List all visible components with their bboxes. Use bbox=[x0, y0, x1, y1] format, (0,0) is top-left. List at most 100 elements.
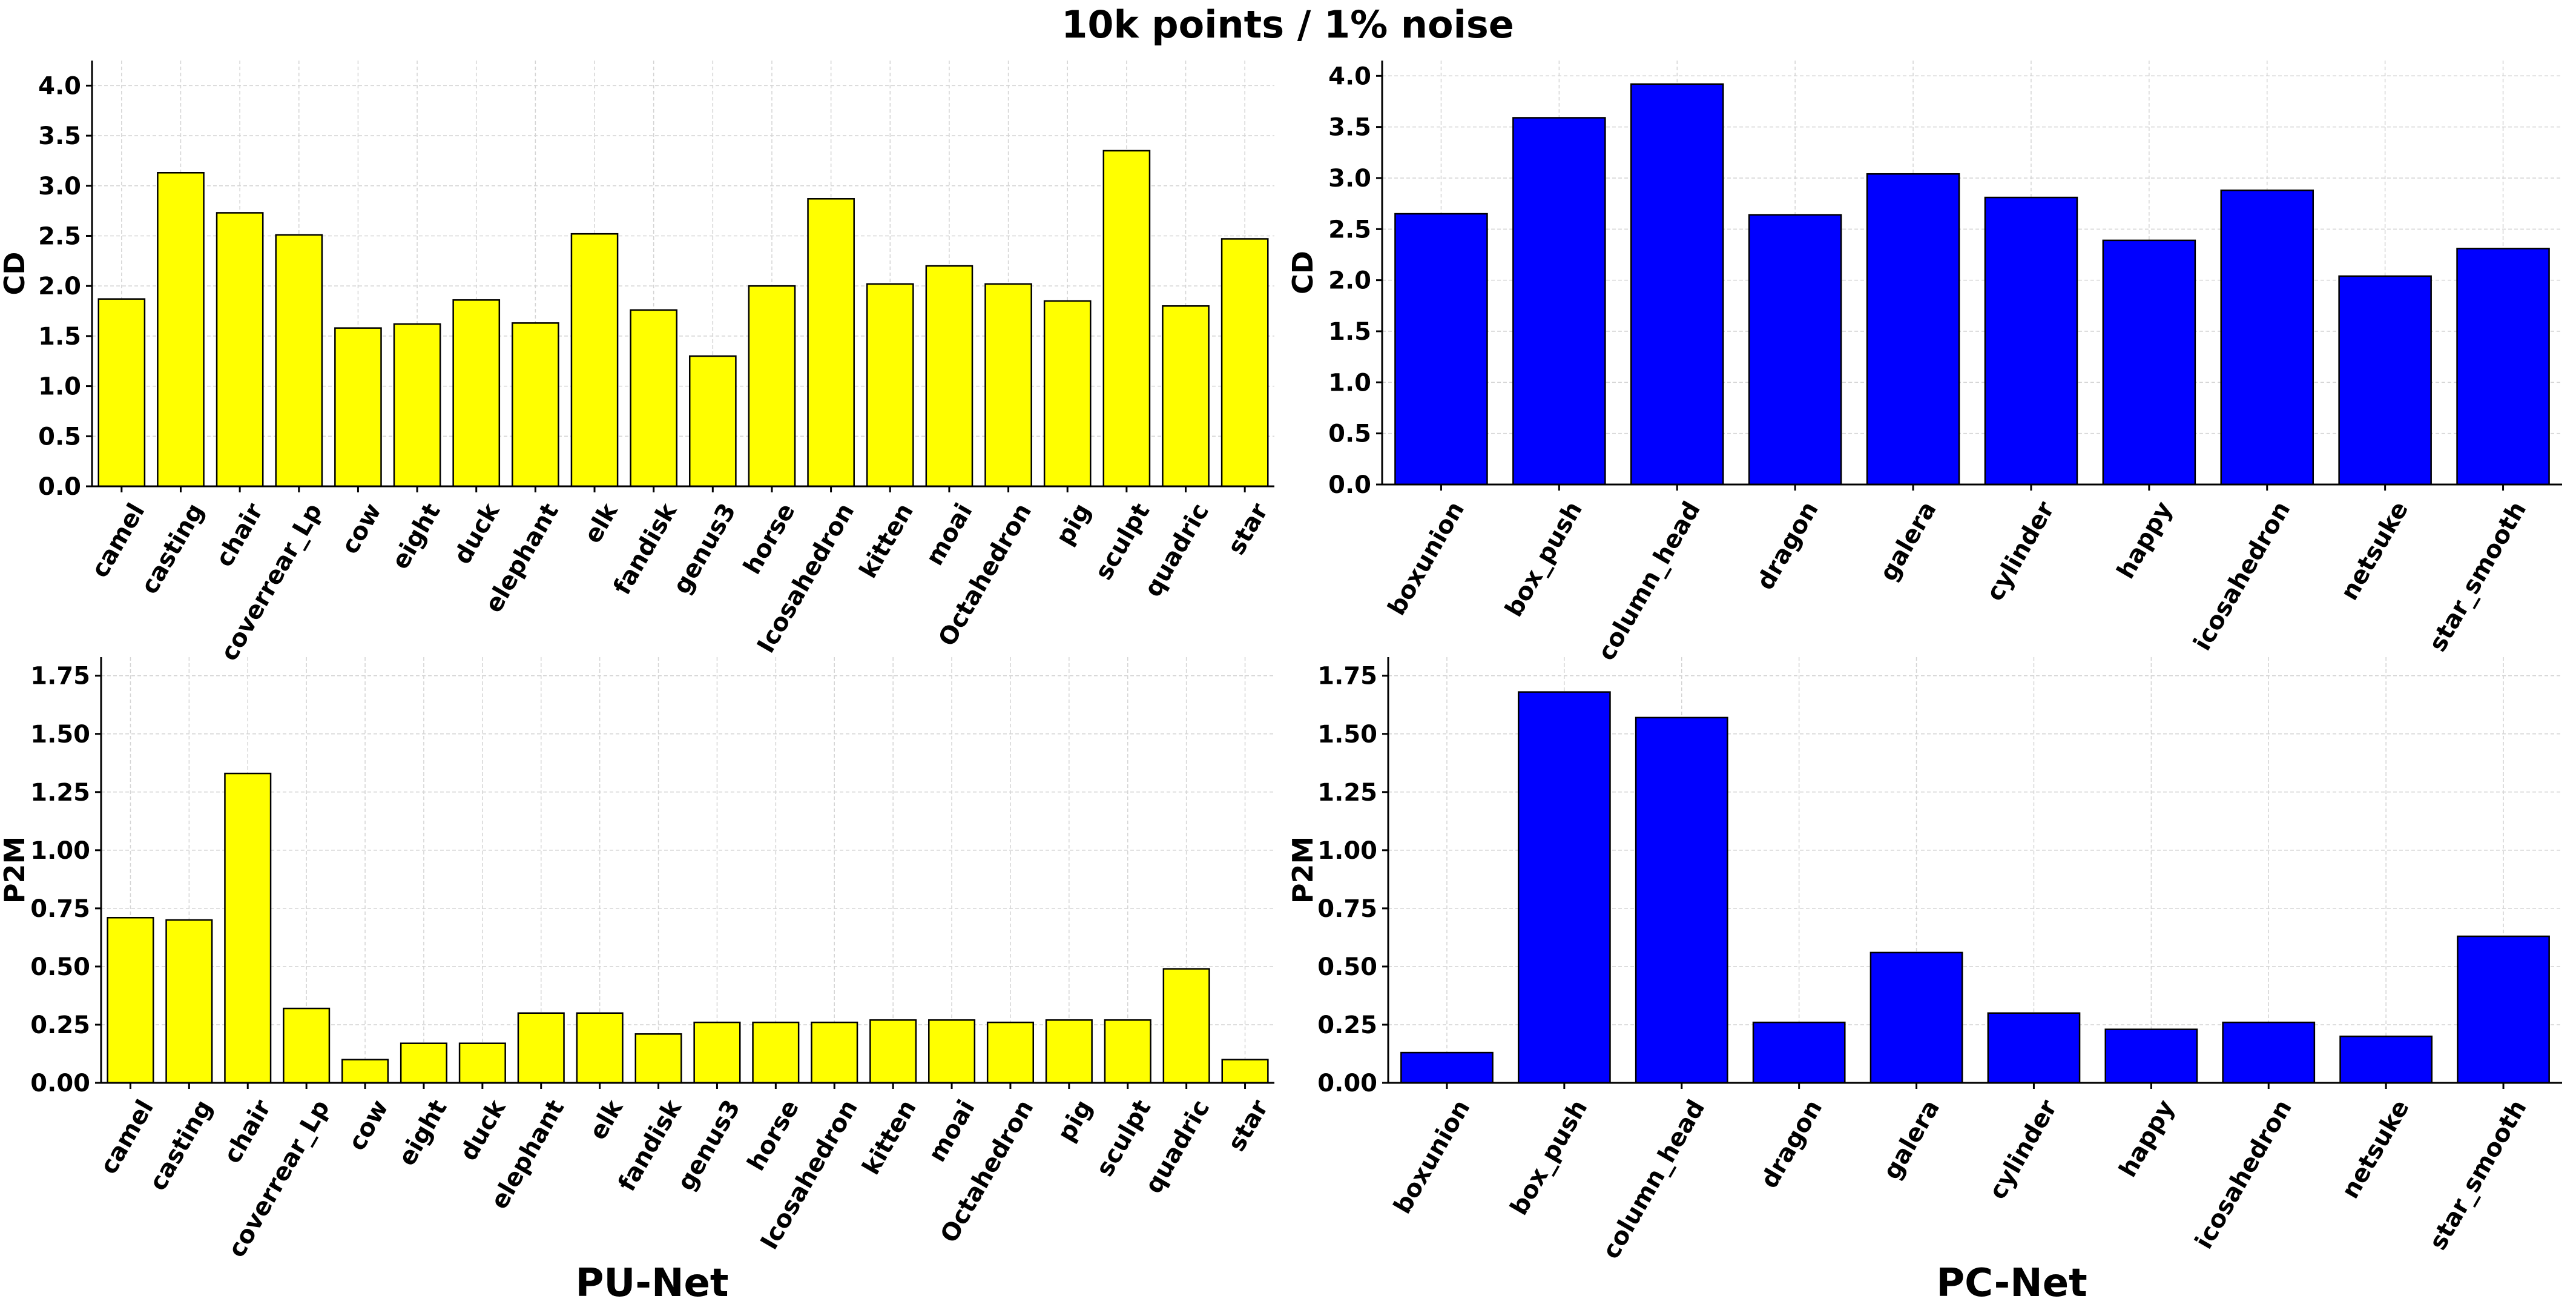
bar-moai bbox=[928, 1019, 976, 1084]
y-axis-label: CD bbox=[0, 252, 31, 296]
x-tick-label: column_head bbox=[1597, 1095, 1710, 1263]
bar-duck bbox=[458, 1042, 506, 1084]
y-tick-label: 2.5 bbox=[1328, 216, 1371, 243]
y-tick-label: 0.00 bbox=[30, 1070, 90, 1097]
panel-pc-p2m: 0.00 0.25 0.50 0.75 1.00 1.25 1.50 1.75 boxunion… bbox=[1286, 657, 2562, 1264]
y-tick-label: 0.50 bbox=[1317, 953, 1377, 981]
bar-cylinder bbox=[1987, 1012, 2081, 1084]
y-tick-label: 0.25 bbox=[1317, 1011, 1377, 1039]
y-tick-label: 0.5 bbox=[38, 423, 81, 451]
panel-pc-cd: 0.0 0.5 1.0 1.5 2.0 2.5 3.0 3.5 4.0 boxunion box_p… bbox=[1286, 61, 2562, 666]
bar-genus3 bbox=[688, 355, 737, 488]
x-tick-label: chair bbox=[219, 1095, 277, 1168]
x-tick-label: moai bbox=[921, 498, 978, 570]
x-tick-label: sculpt bbox=[1090, 498, 1156, 584]
x-tick-label: duck bbox=[455, 1094, 512, 1165]
x-tick-label: moai bbox=[923, 1095, 981, 1166]
x-tick-label: pig bbox=[1052, 1095, 1098, 1146]
bar-horse bbox=[752, 1021, 800, 1084]
y-axis-label: P2M bbox=[1286, 836, 1319, 904]
bar-netsuke bbox=[2339, 1035, 2433, 1084]
x-tick-label: box_push bbox=[1500, 497, 1587, 621]
bar-genus3 bbox=[693, 1021, 741, 1084]
bar-chair bbox=[224, 772, 272, 1084]
x-tick-label: elk bbox=[579, 498, 624, 548]
axis-spines bbox=[1381, 61, 2562, 486]
bar-star_smooth bbox=[2457, 935, 2550, 1084]
x-tick-label: icosahedron bbox=[2190, 1095, 2298, 1254]
bar-box_push bbox=[1517, 691, 1611, 1084]
bar-dragon bbox=[1752, 1021, 1846, 1084]
axis-spines bbox=[100, 657, 1274, 1084]
bar-coverrear_Lp bbox=[275, 234, 323, 488]
bar-pig bbox=[1043, 300, 1092, 488]
bar-quadric bbox=[1162, 968, 1210, 1084]
x-tick-label: horse bbox=[742, 1095, 805, 1176]
bar-elk bbox=[576, 1012, 624, 1084]
column-title-pu-net: PU-Net bbox=[576, 1261, 729, 1306]
y-tick-label: 1.5 bbox=[38, 323, 81, 351]
x-tick-label: dragon bbox=[1751, 497, 1824, 595]
bar-star bbox=[1220, 238, 1269, 488]
bar-fandisk bbox=[630, 309, 678, 488]
y-tick-label: 4.0 bbox=[38, 72, 81, 100]
x-tick-label: galera bbox=[1874, 497, 1942, 586]
x-tick-label: column_head bbox=[1593, 497, 1706, 665]
bar-galera bbox=[1869, 951, 1963, 1084]
bar-Octahedron bbox=[984, 283, 1032, 488]
bar-camel bbox=[107, 917, 154, 1084]
bar-elephant bbox=[512, 322, 559, 488]
bar-casting bbox=[165, 919, 213, 1084]
y-tick-label: 1.50 bbox=[1317, 721, 1377, 749]
panel-pu-p2m: 0.000.250.500.751.001.251.501.75camelcas… bbox=[0, 657, 1274, 1262]
figure-title: 10k points / 1% noise bbox=[1061, 2, 1514, 47]
x-tick-label: boxunion bbox=[1388, 1095, 1475, 1219]
bar-sculpt bbox=[1104, 1019, 1151, 1084]
y-tick-label: 1.0 bbox=[38, 373, 81, 401]
y-tick-label: 1.75 bbox=[1317, 663, 1377, 690]
bar-quadric bbox=[1162, 305, 1210, 488]
y-tick-label: 1.00 bbox=[30, 837, 90, 865]
x-tick-label: star_smooth bbox=[2424, 1095, 2532, 1254]
bar-eight bbox=[400, 1042, 447, 1084]
y-tick-label: 0.5 bbox=[1328, 420, 1371, 448]
bar-cylinder bbox=[1984, 196, 2078, 486]
x-tick-label: chair bbox=[211, 498, 269, 572]
y-tick-label: 1.75 bbox=[30, 663, 90, 690]
x-tick-label: cow bbox=[343, 1095, 394, 1155]
bar-dragon bbox=[1748, 214, 1842, 486]
x-tick-label: star bbox=[1222, 498, 1274, 560]
y-tick-label: 0.0 bbox=[1328, 471, 1371, 499]
x-tick-label: dragon bbox=[1755, 1095, 1828, 1193]
x-tick-label: camel bbox=[95, 1095, 159, 1179]
y-tick-label: 3.5 bbox=[1328, 114, 1371, 142]
y-tick-label: 1.25 bbox=[30, 779, 90, 807]
bar-happy bbox=[2104, 1028, 2198, 1084]
y-tick-label: 2.0 bbox=[1328, 267, 1371, 295]
x-tick-label: eight bbox=[386, 498, 446, 574]
bar-kitten bbox=[866, 283, 914, 488]
x-tick-label: netsuke bbox=[2336, 497, 2414, 605]
bar-icosahedron bbox=[2222, 1021, 2316, 1084]
x-tick-label: icosahedron bbox=[2189, 497, 2296, 655]
x-tick-label: netsuke bbox=[2336, 1095, 2415, 1203]
y-tick-label: 1.0 bbox=[1328, 369, 1371, 397]
x-tick-label: sculpt bbox=[1091, 1095, 1157, 1181]
x-tick-label: kitten bbox=[857, 1095, 922, 1179]
bar-horse bbox=[748, 285, 796, 488]
x-tick-label: eight bbox=[393, 1095, 452, 1170]
bar-star_smooth bbox=[2456, 248, 2550, 486]
x-tick-label: horse bbox=[738, 498, 800, 579]
bar-column_head bbox=[1635, 716, 1728, 1084]
x-tick-label: galera bbox=[1878, 1095, 1945, 1184]
x-tick-label: box_push bbox=[1505, 1095, 1593, 1220]
bar-coverrear_Lp bbox=[283, 1007, 331, 1084]
y-axis-label: P2M bbox=[0, 836, 31, 904]
y-tick-label: 3.0 bbox=[1328, 165, 1371, 193]
bar-duck bbox=[452, 299, 501, 488]
bar-cow bbox=[341, 1059, 389, 1084]
x-tick-label: happy bbox=[2114, 1095, 2180, 1182]
bar-elk bbox=[570, 233, 619, 488]
bar-star bbox=[1221, 1059, 1269, 1084]
